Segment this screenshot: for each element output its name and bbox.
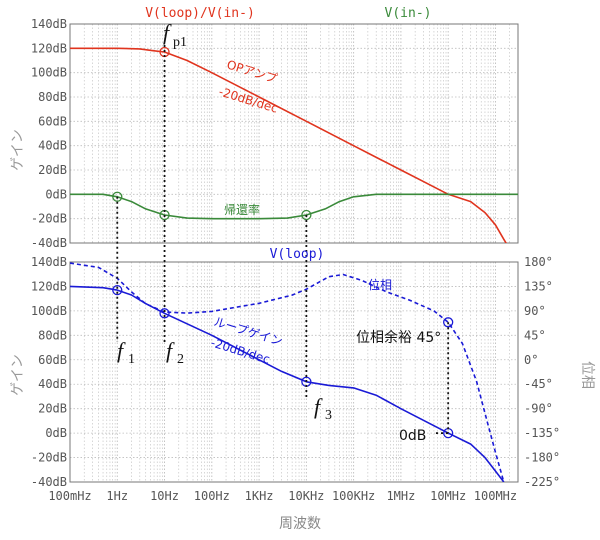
- top-series-group: [70, 47, 518, 243]
- bottom-y-tick-label: 140dB: [31, 255, 67, 269]
- loop-f1-marker: [112, 284, 123, 296]
- phase-margin-marker: [443, 317, 454, 328]
- x-tick-label: 1MHz: [386, 489, 415, 503]
- feedback-label: 帰還率: [224, 202, 260, 217]
- top-frame: [69, 23, 519, 244]
- opamp-label: OPアンプ: [225, 57, 279, 86]
- bottom-y-tick-label: 0dB: [45, 426, 67, 440]
- bottom-y2-tick-label: -45°: [524, 377, 553, 391]
- zero-db-label: 0dB: [399, 428, 426, 444]
- f3-label: f: [314, 394, 323, 419]
- bottom-y-tick-label: -20dB: [31, 451, 67, 465]
- series-layer: [70, 47, 518, 482]
- f2-label: f: [166, 338, 175, 363]
- phase-label: 位相: [368, 277, 392, 292]
- bottom-frame: [69, 261, 519, 483]
- fp1-subscript: p1: [173, 35, 187, 50]
- top-y-tick-label: 20dB: [38, 163, 67, 177]
- guides-layer: [112, 45, 454, 439]
- bottom-y-tick-label: 100dB: [31, 304, 67, 318]
- bottom-y-tick-label: -40dB: [31, 475, 67, 489]
- top-y-tick-label: -40dB: [31, 236, 67, 250]
- top-title-loop-ratio: V(loop)/V(in-): [145, 6, 255, 21]
- top-y-tick-label: -20dB: [31, 212, 67, 226]
- loop-f2-marker: [159, 308, 170, 319]
- opamp-slope-label: -20dB/dec: [217, 84, 280, 115]
- bottom-y2-tick-label: 0°: [524, 353, 538, 367]
- x-tick-label: 10KHz: [288, 489, 324, 503]
- top-title-vin: V(in-): [385, 6, 432, 21]
- bottom-y2-tick-label: 180°: [524, 255, 553, 269]
- bottom-y-tick-label: 40dB: [38, 377, 67, 391]
- bottom-y2-tick-label: -180°: [524, 451, 560, 465]
- loop-phase-curve: [70, 262, 505, 482]
- feedback-gain-curve: [70, 193, 518, 220]
- x-tick-label: 100MHz: [474, 489, 517, 503]
- top-y-tick-label: 120dB: [31, 41, 67, 55]
- f2-subscript: 2: [177, 352, 184, 367]
- axes-layer: [69, 23, 519, 483]
- x-tick-label: 1Hz: [106, 489, 128, 503]
- feedback-f3-marker: [301, 209, 312, 221]
- phase-margin-label: 位相余裕 45°: [356, 329, 441, 346]
- bottom-title-vloop: V(loop): [270, 247, 325, 262]
- opamp-gain-curve: [70, 47, 507, 243]
- x-tick-label: 100Hz: [194, 489, 230, 503]
- top-y-tick-label: 0dB: [45, 187, 67, 201]
- bottom-y-tick-label: 20dB: [38, 402, 67, 416]
- bottom-y2label: 位相: [579, 361, 595, 389]
- bottom-y2-tick-label: -90°: [524, 402, 553, 416]
- bottom-y2-tick-label: 135°: [524, 279, 553, 293]
- x-tick-label: 100mHz: [48, 489, 91, 503]
- xlabel: 周波数: [279, 516, 321, 532]
- f1-subscript: 1: [128, 352, 135, 367]
- bottom-y-tick-label: 60dB: [38, 353, 67, 367]
- feedback-f1-marker: [112, 191, 123, 202]
- f3-subscript: 3: [325, 408, 332, 423]
- x-tick-label: 10MHz: [430, 489, 466, 503]
- top-y-tick-label: 80dB: [38, 90, 67, 104]
- top-y-tick-label: 40dB: [38, 139, 67, 153]
- top-ylabel: ゲイン: [10, 129, 26, 171]
- bottom-y2-tick-label: 45°: [524, 328, 546, 342]
- x-tick-label: 100KHz: [332, 489, 375, 503]
- bottom-y2-tick-label: -225°: [524, 475, 560, 489]
- top-y-tick-label: 100dB: [31, 66, 67, 80]
- top-y-tick-label: 140dB: [31, 17, 67, 31]
- x-tick-label: 10Hz: [150, 489, 179, 503]
- fp1-label: f: [163, 20, 172, 45]
- bottom-y-tick-label: 120dB: [31, 279, 67, 293]
- text-layer: V(loop)/V(in-) V(in-) V(loop) ゲイン ゲイン 位相…: [10, 6, 595, 532]
- bottom-y-tick-label: 80dB: [38, 328, 67, 342]
- bottom-ylabel: ゲイン: [10, 354, 26, 396]
- bottom-y2-tick-label: -135°: [524, 426, 560, 440]
- f1-label: f: [117, 338, 126, 363]
- bottom-series-group: [70, 262, 505, 482]
- x-tick-label: 1KHz: [245, 489, 274, 503]
- top-y-tick-label: 60dB: [38, 114, 67, 128]
- bottom-y2-tick-label: 90°: [524, 304, 546, 318]
